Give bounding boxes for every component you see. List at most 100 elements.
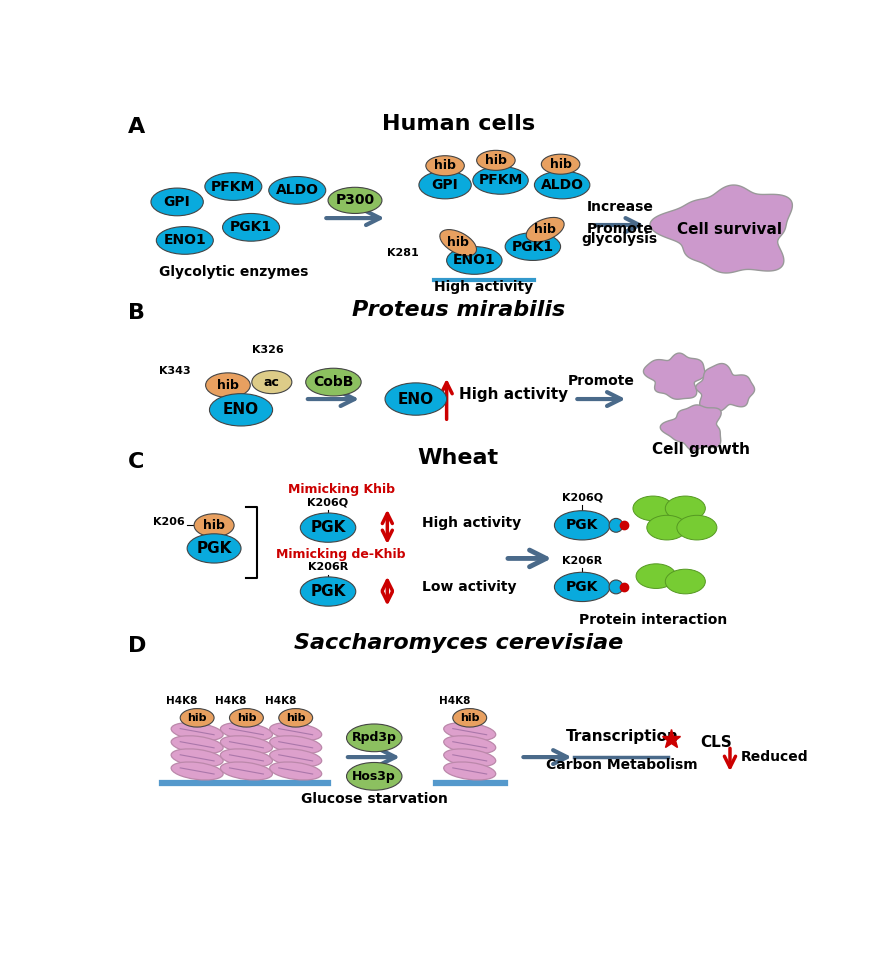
Ellipse shape <box>270 762 322 780</box>
Text: Rpd3p: Rpd3p <box>352 732 397 744</box>
Text: glycolysis: glycolysis <box>582 232 658 247</box>
Text: hib: hib <box>237 712 257 723</box>
Text: Reduced: Reduced <box>741 750 808 763</box>
Ellipse shape <box>300 576 356 606</box>
Text: Transcription: Transcription <box>566 729 679 744</box>
Ellipse shape <box>452 709 486 727</box>
Ellipse shape <box>633 496 673 521</box>
Text: ac: ac <box>264 376 280 388</box>
Ellipse shape <box>443 723 496 740</box>
Polygon shape <box>696 363 755 412</box>
Text: ENO1: ENO1 <box>164 233 207 248</box>
Ellipse shape <box>270 749 322 766</box>
Text: Mimicking Khib: Mimicking Khib <box>288 483 394 496</box>
Text: hib: hib <box>434 159 456 173</box>
Text: Cell growth: Cell growth <box>652 442 750 458</box>
Text: K206Q: K206Q <box>561 493 603 502</box>
Ellipse shape <box>171 723 224 740</box>
Text: Mimicking de-Khib: Mimicking de-Khib <box>276 548 406 561</box>
Text: K281: K281 <box>387 248 419 257</box>
Text: Cell survival: Cell survival <box>678 222 782 237</box>
Text: B: B <box>128 303 145 323</box>
Ellipse shape <box>347 724 402 752</box>
Ellipse shape <box>477 150 515 171</box>
Text: Saccharomyces cerevisiae: Saccharomyces cerevisiae <box>293 632 623 653</box>
Text: Increase: Increase <box>586 201 654 214</box>
Text: Proteus mirabilis: Proteus mirabilis <box>351 300 565 320</box>
Text: PGK: PGK <box>197 541 232 556</box>
Text: H4K8: H4K8 <box>215 696 247 706</box>
Text: High activity: High activity <box>422 516 521 530</box>
Text: K326: K326 <box>252 345 284 355</box>
Ellipse shape <box>194 514 234 537</box>
Ellipse shape <box>443 762 496 780</box>
Text: H4K8: H4K8 <box>265 696 296 706</box>
Ellipse shape <box>505 232 561 260</box>
Text: hib: hib <box>485 154 507 167</box>
Ellipse shape <box>269 176 325 204</box>
Text: PFKM: PFKM <box>478 174 523 187</box>
Text: D: D <box>128 636 147 656</box>
Ellipse shape <box>527 218 564 242</box>
Text: A: A <box>128 117 145 137</box>
Text: ENO: ENO <box>398 391 434 407</box>
Ellipse shape <box>419 172 471 199</box>
Text: ALDO: ALDO <box>275 183 319 198</box>
Text: hib: hib <box>460 712 479 723</box>
Text: hib: hib <box>286 712 306 723</box>
Text: Human cells: Human cells <box>382 114 535 134</box>
Ellipse shape <box>554 511 610 540</box>
Text: K206Q: K206Q <box>308 497 349 507</box>
Text: CLS: CLS <box>701 736 732 750</box>
Ellipse shape <box>473 167 528 194</box>
Ellipse shape <box>636 564 676 588</box>
Ellipse shape <box>181 709 214 727</box>
Text: ENO1: ENO1 <box>453 254 495 267</box>
Ellipse shape <box>306 368 361 396</box>
Text: Glycolytic enzymes: Glycolytic enzymes <box>158 265 308 279</box>
Text: hib: hib <box>447 236 469 250</box>
Ellipse shape <box>542 154 580 174</box>
Ellipse shape <box>206 373 250 397</box>
Text: hib: hib <box>203 519 225 532</box>
Ellipse shape <box>665 496 705 521</box>
Polygon shape <box>650 185 792 273</box>
Ellipse shape <box>609 580 623 594</box>
Ellipse shape <box>300 513 356 543</box>
Ellipse shape <box>554 573 610 602</box>
Ellipse shape <box>535 172 590 199</box>
Text: CobB: CobB <box>313 375 354 389</box>
Ellipse shape <box>647 516 687 540</box>
Text: High activity: High activity <box>434 281 533 294</box>
Text: ALDO: ALDO <box>541 178 584 192</box>
Text: C: C <box>128 451 144 471</box>
Text: Glucose starvation: Glucose starvation <box>300 791 448 806</box>
Text: H4K8: H4K8 <box>166 696 198 706</box>
Ellipse shape <box>171 749 224 766</box>
Text: PGK1: PGK1 <box>230 221 272 234</box>
Ellipse shape <box>205 173 262 201</box>
Ellipse shape <box>230 709 264 727</box>
Text: K206R: K206R <box>308 562 348 572</box>
Ellipse shape <box>187 534 241 563</box>
Ellipse shape <box>171 736 224 754</box>
Ellipse shape <box>171 762 224 780</box>
Ellipse shape <box>347 763 402 790</box>
Text: Promote: Promote <box>586 222 654 236</box>
Text: PGK: PGK <box>310 521 346 535</box>
Text: Carbon Metabolism: Carbon Metabolism <box>546 758 698 771</box>
Text: High activity: High activity <box>459 387 568 402</box>
Ellipse shape <box>426 156 464 175</box>
Ellipse shape <box>221 762 273 780</box>
Polygon shape <box>661 405 721 450</box>
Ellipse shape <box>385 383 447 415</box>
Text: GPI: GPI <box>432 178 459 192</box>
Text: Hos3p: Hos3p <box>352 770 396 783</box>
Ellipse shape <box>270 723 322 740</box>
Text: hib: hib <box>550 158 571 171</box>
Ellipse shape <box>443 736 496 754</box>
Text: P300: P300 <box>335 194 375 207</box>
Ellipse shape <box>151 188 203 216</box>
Ellipse shape <box>270 736 322 754</box>
Ellipse shape <box>328 187 382 213</box>
